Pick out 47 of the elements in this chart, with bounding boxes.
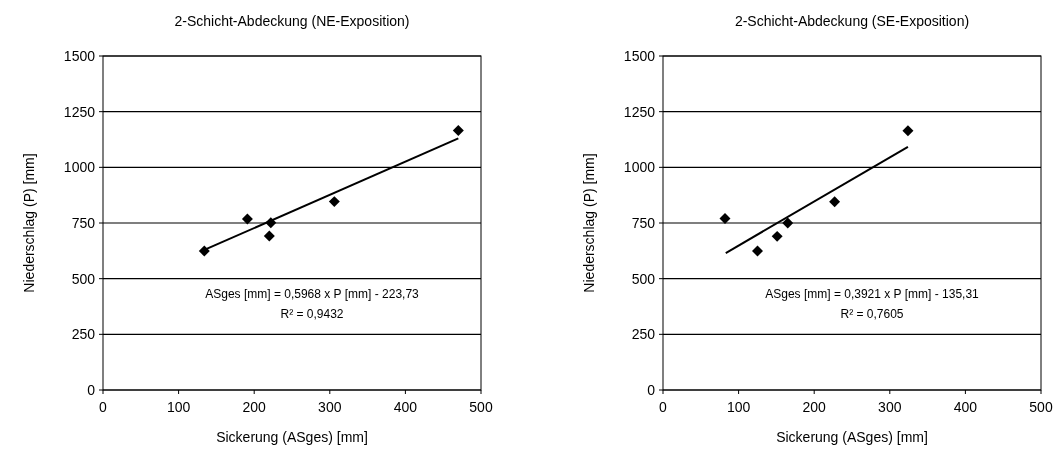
y-tick-label: 0 (87, 381, 96, 398)
x-tick-label: 100 (166, 399, 191, 415)
y-tick-label: 1500 (63, 47, 96, 64)
y-tick-label: 500 (631, 270, 656, 287)
point (771, 230, 783, 242)
point (782, 217, 794, 229)
x-tick-label: 200 (802, 399, 827, 415)
x-tick-label: 500 (1029, 399, 1053, 415)
point (263, 230, 275, 242)
y-tick-label: 1000 (63, 159, 96, 176)
x-axis-title: Sickerung (ASges) [mm] (776, 429, 928, 445)
y-axis-title: Niederschlag (P) [mm] (581, 153, 597, 293)
point (829, 196, 841, 208)
x-tick-label: 500 (469, 399, 493, 415)
annotation: ASges [mm] = 0,5968 x P [mm] - 223,73 (205, 287, 420, 302)
y-tick-label: 500 (71, 270, 96, 287)
annotation: R² = 0,9432 (280, 307, 344, 322)
x-tick-label: 200 (242, 399, 267, 415)
y-tick-label: 750 (71, 214, 96, 231)
y-tick-label: 1250 (63, 103, 96, 120)
x-tick-label: 300 (318, 399, 342, 415)
point (241, 213, 253, 225)
point (902, 125, 914, 137)
y-tick-label: 250 (631, 326, 656, 343)
x-axis-title: Sickerung (ASges) [mm] (216, 429, 368, 445)
point (452, 125, 464, 137)
y-tick-label: 1000 (623, 159, 656, 176)
y-tick-label: 1250 (623, 103, 656, 120)
y-axis-title: Niederschlag (P) [mm] (21, 153, 37, 293)
x-tick-label: 0 (99, 399, 108, 415)
y-tick-label: 750 (631, 214, 656, 231)
x-tick-label: 0 (659, 399, 668, 415)
point (752, 245, 763, 257)
x-tick-label: 400 (393, 399, 418, 415)
chart-title: 2-Schicht-Abdeckung (NE-Exposition) (174, 13, 410, 29)
x-tick-label: 100 (726, 399, 751, 415)
point (198, 245, 210, 257)
x-tick-label: 400 (953, 399, 978, 415)
chart-title: 2-Schicht-Abdeckung (SE-Exposition) (734, 13, 970, 29)
y-tick-label: 1500 (623, 47, 656, 64)
point (328, 196, 340, 208)
y-tick-label: 0 (647, 381, 656, 398)
annotation: ASges [mm] = 0,3921 x P [mm] - 135,31 (765, 287, 980, 302)
x-tick-label: 300 (878, 399, 902, 415)
annotation: R² = 0,7605 (840, 307, 904, 322)
point (719, 213, 731, 225)
y-tick-label: 250 (71, 326, 96, 343)
